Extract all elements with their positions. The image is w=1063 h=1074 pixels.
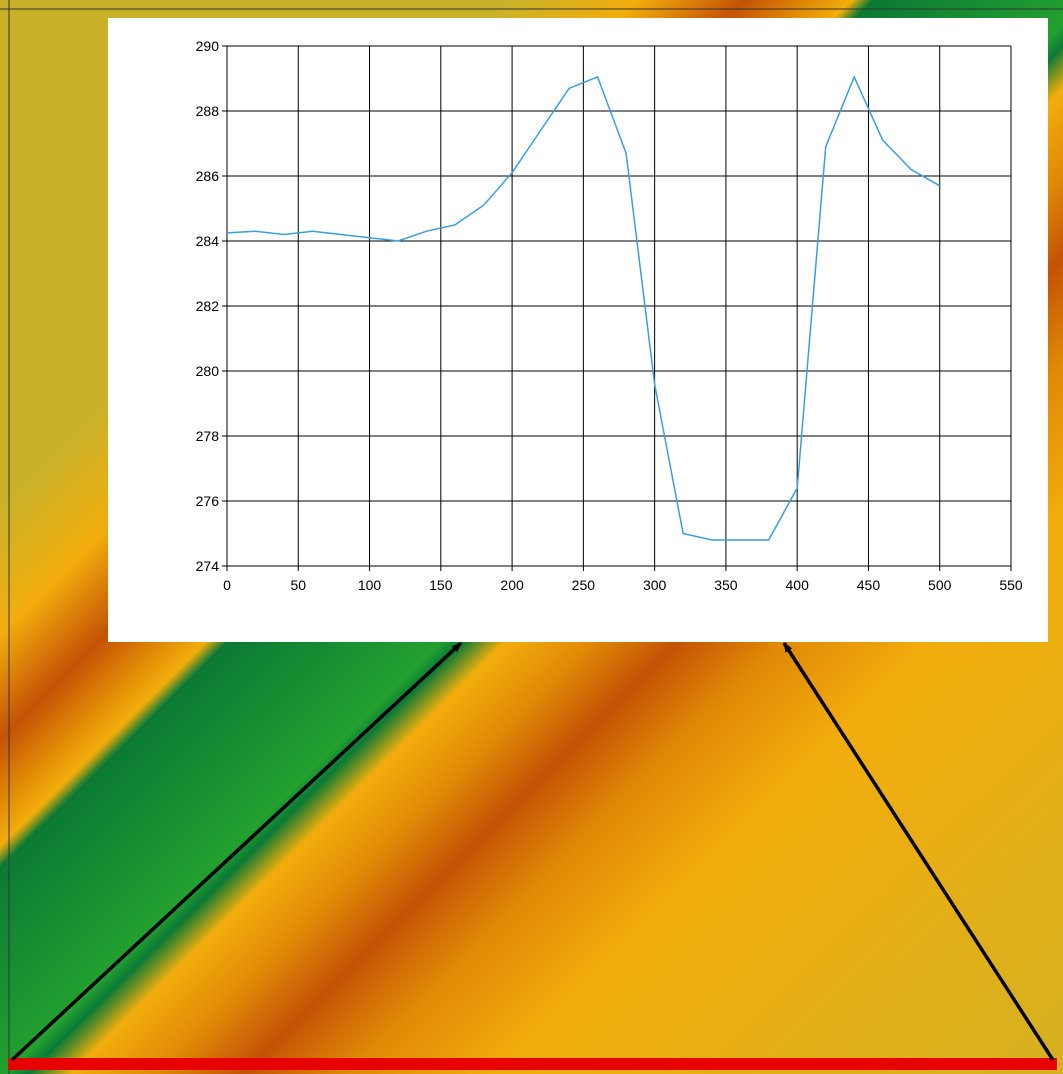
y-tick-label: 288 <box>196 103 220 119</box>
profile-start-arrow <box>10 641 463 1062</box>
x-tick-label: 200 <box>500 577 524 593</box>
y-tick-label: 278 <box>196 428 220 444</box>
x-tick-label: 250 <box>572 577 596 593</box>
x-tick-label: 100 <box>358 577 382 593</box>
x-tick-label: 300 <box>643 577 667 593</box>
y-tick-label: 290 <box>196 38 220 54</box>
x-tick-label: 350 <box>714 577 738 593</box>
elevation-series-line <box>226 74 941 541</box>
elevation-profile-panel: 0 50 100 150 200 250 300 350 400 450 500 550 274 276 2… <box>108 18 1048 642</box>
profile-end-arrow <box>782 642 1055 1061</box>
x-tick-label: 450 <box>857 577 881 593</box>
x-tick-label: 500 <box>928 577 952 593</box>
y-tick-label: 280 <box>196 363 220 379</box>
x-tick-label: 400 <box>786 577 810 593</box>
x-tick-label: 0 <box>223 577 231 593</box>
chart-tick-labels: 0 50 100 150 200 250 300 350 400 450 500 550 274 276 2… <box>196 38 1023 593</box>
x-tick-label: 550 <box>999 577 1023 593</box>
y-tick-label: 274 <box>196 558 220 574</box>
chart-grid <box>222 45 1012 571</box>
y-tick-label: 286 <box>196 168 220 184</box>
y-tick-label: 276 <box>196 493 220 509</box>
elevation-profile-chart: 0 50 100 150 200 250 300 350 400 450 500 550 274 276 2… <box>196 38 1023 593</box>
x-tick-label: 150 <box>429 577 453 593</box>
y-tick-label: 284 <box>196 233 220 249</box>
x-tick-label: 50 <box>290 577 306 593</box>
y-tick-label: 282 <box>196 298 220 314</box>
